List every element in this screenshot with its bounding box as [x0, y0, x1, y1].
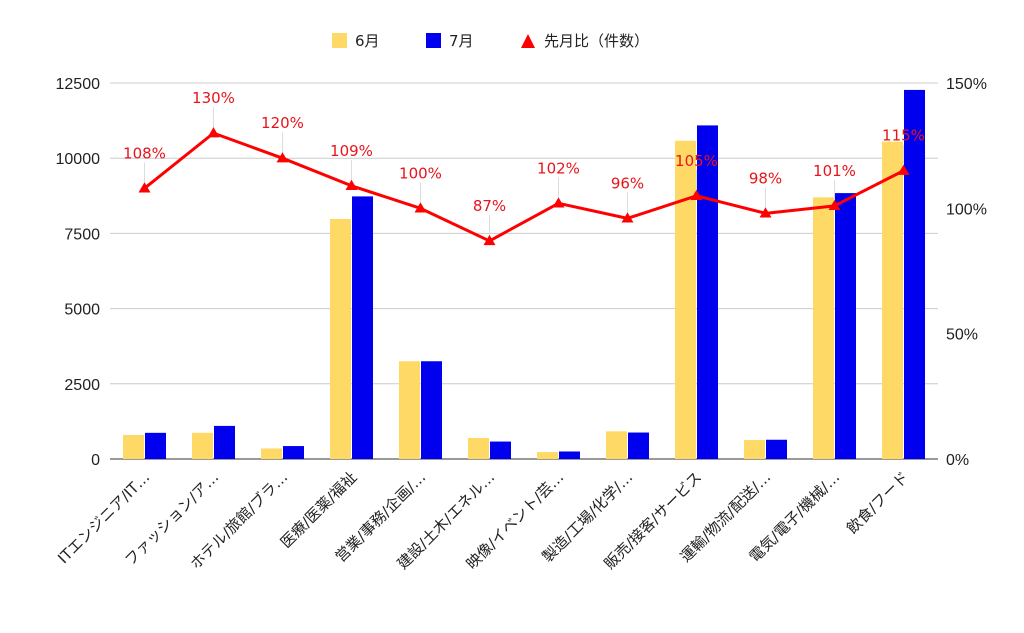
ratio-data-label: 100% [399, 164, 442, 182]
x-axis-labels: ITエンジニア/IT…ファッション/ア…ホテル/旅館/ブラ…医療/医薬/福祉営業… [54, 468, 912, 573]
ratio-point-marker [828, 199, 841, 211]
y-axis-right: 0% 50% 100% 150% [946, 76, 987, 469]
legend-label-june: 6月 [355, 32, 380, 50]
ratio-point-marker [276, 152, 289, 163]
legend-label-july: 7月 [449, 32, 474, 50]
ratio-line-path [143, 131, 905, 243]
bar-june [399, 361, 420, 459]
bar-july [628, 432, 649, 459]
y-right-tick-label: 0% [946, 452, 969, 469]
y-right-tick-label: 50% [946, 327, 978, 344]
y-axis-left: 0 2500 5000 7500 10000 12500 [56, 76, 101, 469]
ratio-point-marker [759, 207, 772, 218]
ratio-point-marker [138, 182, 151, 193]
bar-june [330, 218, 351, 459]
y-left-tick-label: 5000 [64, 302, 100, 319]
bar-june [537, 452, 558, 459]
bar-june [606, 431, 627, 459]
ratio-data-label: 115% [882, 127, 925, 145]
gridlines [110, 82, 938, 460]
bar-june [123, 434, 144, 459]
y-left-tick-label: 7500 [64, 226, 100, 243]
bar-june [261, 448, 282, 459]
bar-june [675, 140, 696, 459]
ratio-point-marker [414, 202, 427, 213]
y-right-tick-label: 150% [946, 76, 987, 93]
x-category-label: 飲食/フード [843, 468, 912, 537]
ratio-data-label: 96% [611, 174, 644, 192]
bar-july [835, 193, 856, 459]
bar-july [904, 89, 925, 460]
legend-triangle-icon [521, 34, 535, 48]
legend: 6月 7月 先月比（件数） [332, 32, 649, 50]
bar-july [421, 361, 442, 459]
ratio-point-marker [552, 197, 565, 208]
ratio-point-marker [690, 189, 703, 200]
bar-june [744, 440, 765, 459]
bar-june [192, 432, 213, 459]
y-left-tick-label: 2500 [64, 377, 100, 394]
bar-july [559, 451, 580, 459]
legend-label-ratio: 先月比（件数） [544, 32, 649, 50]
bar-july [697, 125, 718, 459]
bars [123, 89, 925, 460]
ratio-data-label: 109% [330, 142, 373, 160]
bar-july [766, 439, 787, 459]
bar-july [214, 425, 235, 459]
ratio-point-marker [897, 164, 910, 175]
y-right-tick-label: 100% [946, 201, 987, 218]
ratio-data-label: 108% [123, 144, 166, 162]
ratio-point-marker [207, 127, 220, 138]
y-left-tick-label: 0 [91, 452, 100, 469]
bar-june [468, 437, 489, 459]
bar-july [352, 196, 373, 459]
bar-june [882, 141, 903, 459]
bar-july [490, 441, 511, 459]
ratio-data-label: 87% [473, 197, 506, 215]
ratio-data-label: 105% [675, 152, 718, 170]
ratio-data-label: 120% [261, 114, 304, 132]
ratio-point-marker [621, 212, 634, 223]
y-left-tick-label: 12500 [56, 76, 101, 93]
bar-july [283, 446, 304, 459]
ratio-data-label: 101% [813, 162, 856, 180]
y-left-tick-label: 10000 [56, 151, 101, 168]
legend-swatch-july [426, 33, 441, 48]
ratio-data-label: 130% [192, 89, 235, 107]
bar-july [145, 432, 166, 459]
ratio-data-label: 102% [537, 159, 580, 177]
bar-june [813, 197, 834, 459]
ratio-data-label: 98% [749, 169, 782, 187]
ratio-point-marker [345, 179, 358, 190]
ratio-line: 108% 130% 120% 109% 100% 87% 102% 96% 105% 98% 101… [123, 89, 925, 246]
ratio-point-marker [483, 234, 496, 246]
legend-swatch-june [332, 33, 347, 48]
